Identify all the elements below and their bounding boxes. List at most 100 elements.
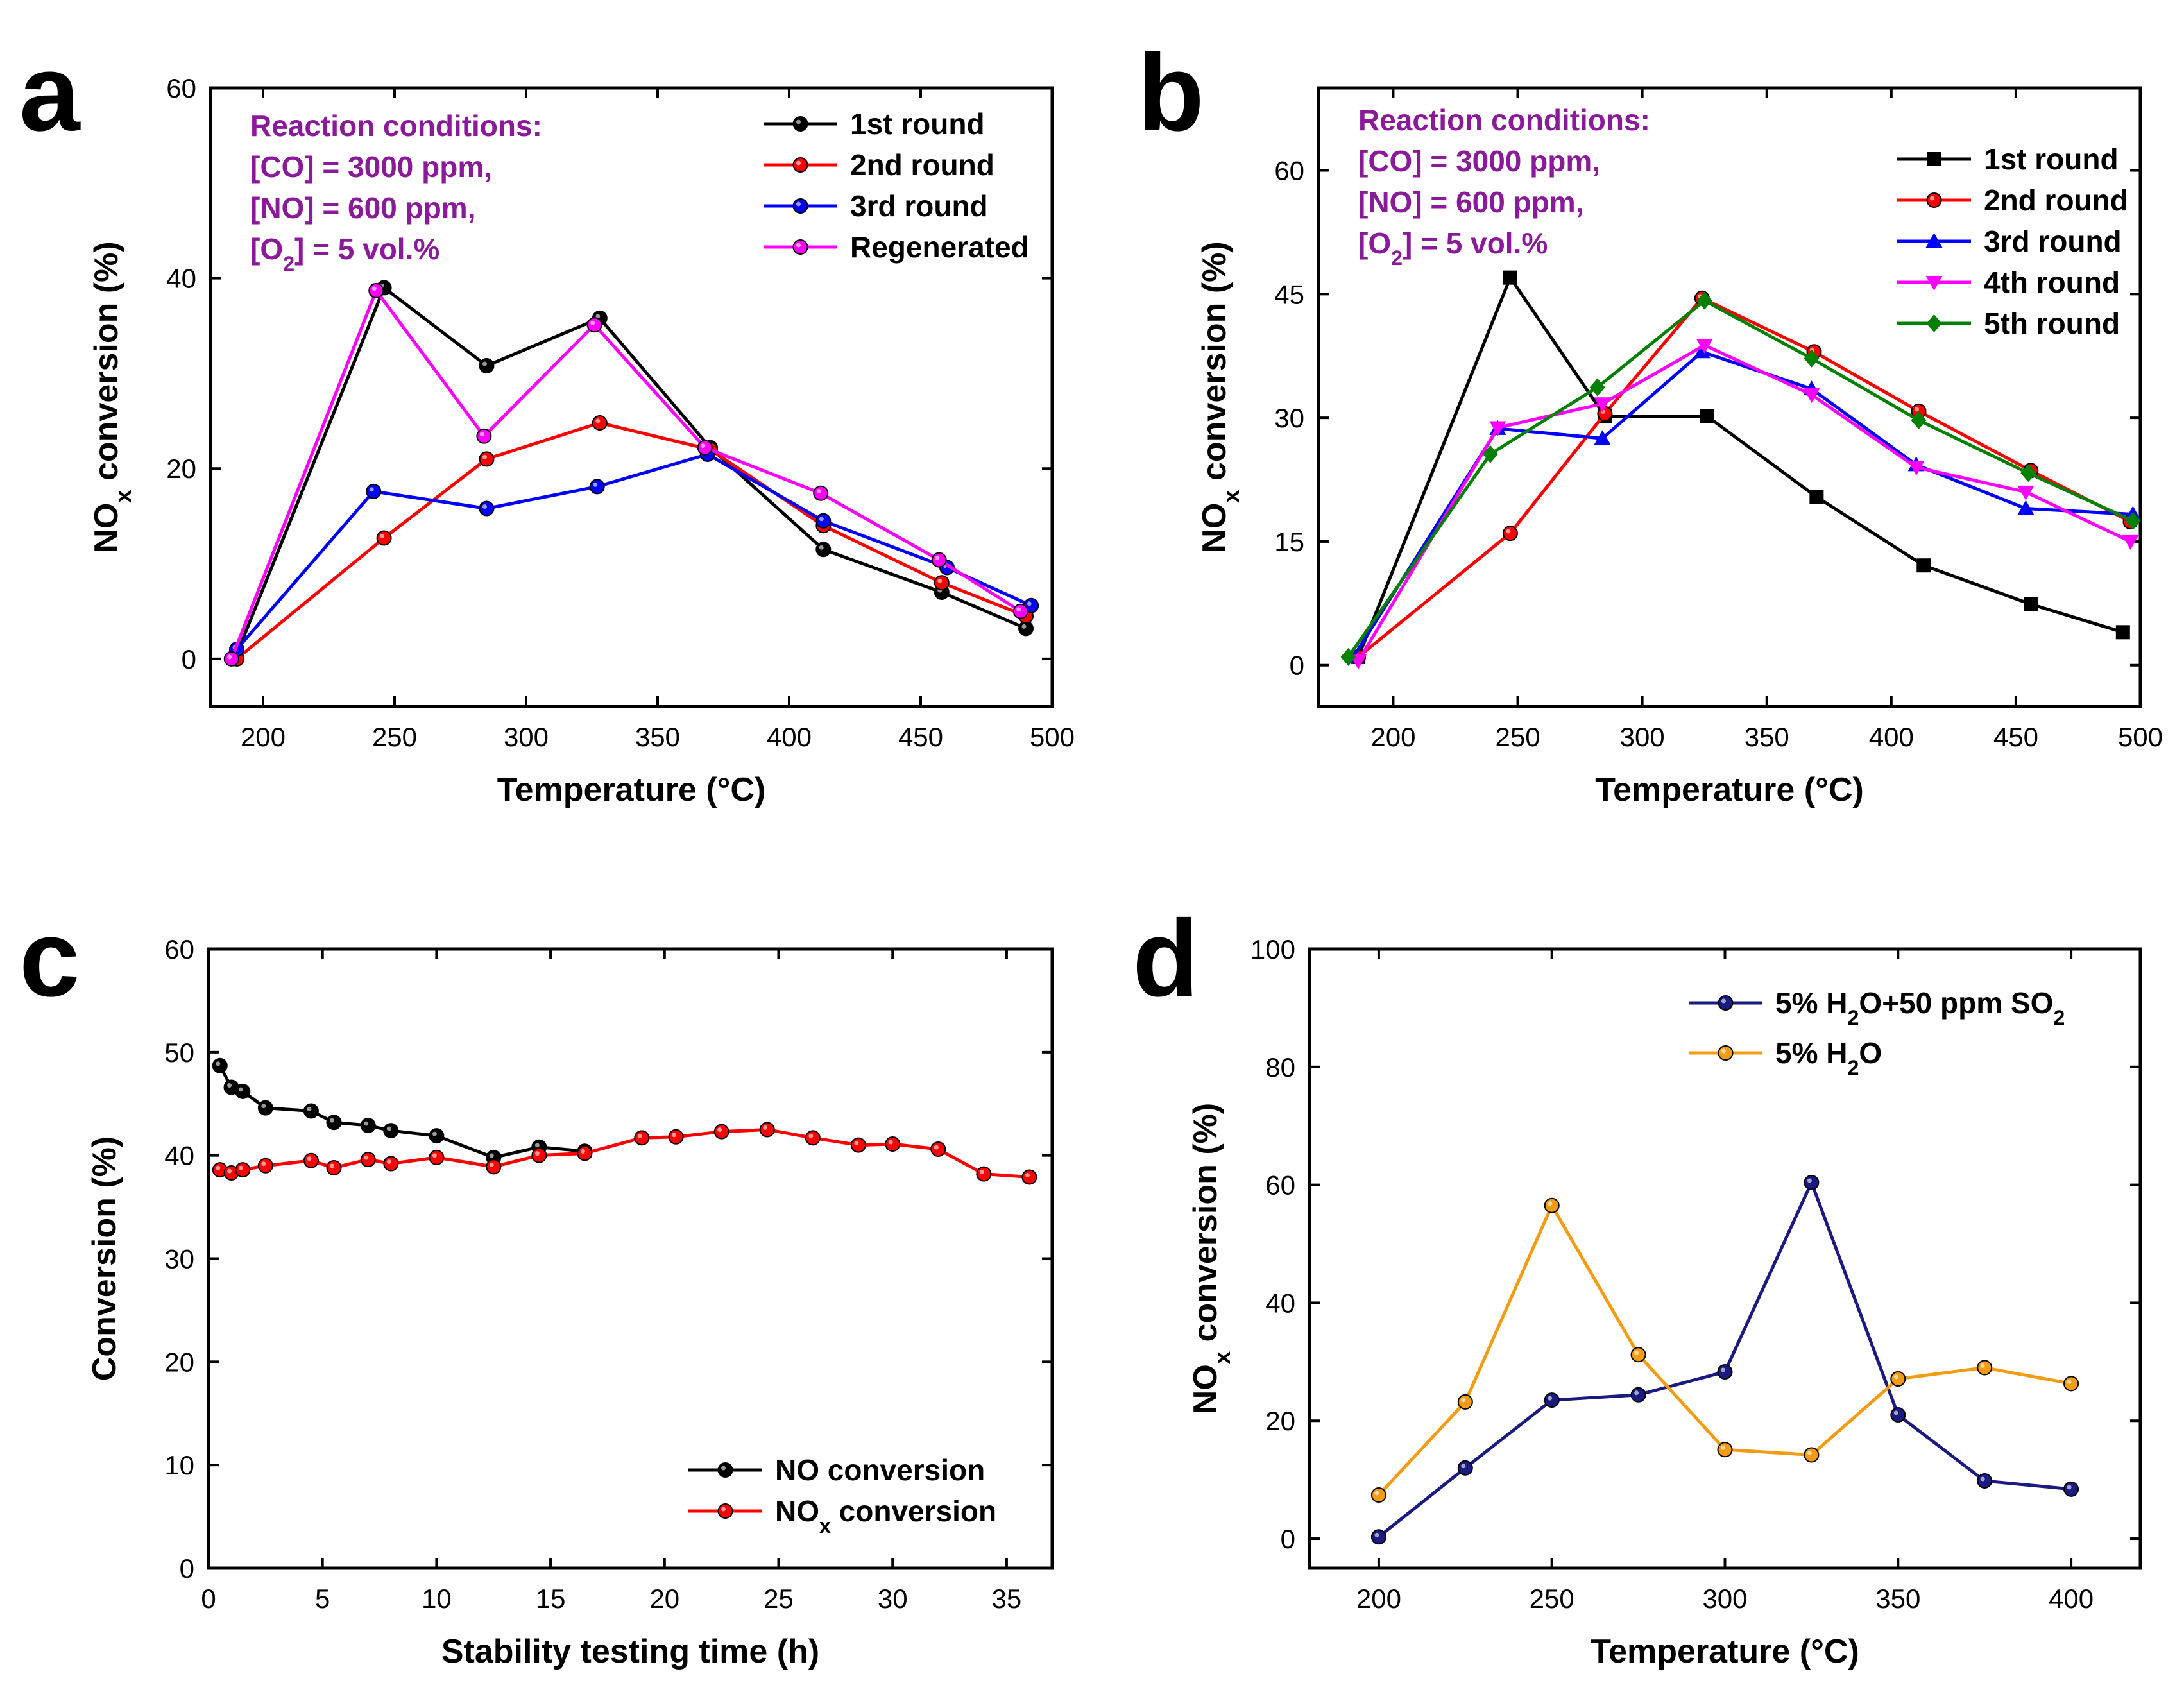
- data-point: [2063, 1481, 2079, 1497]
- data-point-highlight: [717, 1127, 722, 1133]
- data-point-highlight: [329, 1118, 334, 1123]
- data-point: [1977, 1473, 1993, 1489]
- legend-swatch-marker-highlight: [1930, 196, 1934, 201]
- data-point: [1696, 291, 1712, 310]
- legend-swatch-marker: [792, 198, 808, 214]
- x-tick-label: 30: [878, 1584, 908, 1614]
- data-point-highlight: [261, 1104, 266, 1109]
- data-point: [1457, 1394, 1473, 1410]
- series-line: [235, 421, 1027, 660]
- y-axis-title: NOx conversion (%): [88, 241, 136, 552]
- data-point-highlight: [216, 1165, 221, 1170]
- legend: 1st round 2nd round 3rd round Regenerated: [764, 107, 1029, 264]
- legend-label: 1st round: [1984, 142, 2119, 176]
- y-tick-label: 100: [1250, 934, 1295, 964]
- data-point: [1803, 388, 1820, 404]
- data-point: [1597, 406, 1613, 422]
- data-point-highlight: [672, 1133, 677, 1138]
- data-point-highlight: [1807, 1178, 1812, 1183]
- data-point: [1457, 1460, 1473, 1476]
- y-tick-label: 40: [166, 264, 196, 294]
- x-tick-label: 500: [2118, 722, 2163, 752]
- data-point-highlight: [216, 1061, 221, 1066]
- series-line: [235, 452, 1032, 651]
- y-tick-label: 40: [1265, 1288, 1295, 1318]
- data-point-highlight: [364, 1155, 369, 1160]
- data-point-highlight: [534, 1151, 540, 1156]
- x-tick-label: 450: [1993, 722, 2038, 752]
- data-point: [303, 1103, 319, 1119]
- y-tick-label: 60: [166, 73, 196, 103]
- series-line: [1356, 343, 2131, 662]
- data-point: [235, 1083, 251, 1099]
- data-point: [303, 1152, 319, 1168]
- series-1st-round: [229, 280, 1034, 662]
- data-point-highlight: [580, 1149, 585, 1154]
- y-axis-title: NOx conversion (%): [1196, 241, 1244, 552]
- data-point: [531, 1147, 547, 1163]
- data-point: [1700, 409, 1714, 423]
- data-point-highlight: [1025, 1172, 1030, 1177]
- x-tick-label: 250: [1530, 1584, 1574, 1614]
- y-tick-label: 20: [166, 454, 196, 484]
- series-3rd-round: [229, 446, 1039, 658]
- legend-label: 4th round: [1984, 266, 2120, 299]
- x-tick-label: 250: [372, 722, 417, 752]
- series-2nd-round: [229, 415, 1034, 667]
- data-point: [326, 1159, 342, 1175]
- data-point-highlight: [1016, 607, 1021, 612]
- data-point-highlight: [1634, 1390, 1639, 1396]
- data-point: [815, 542, 832, 558]
- data-point-highlight: [1374, 1491, 1379, 1496]
- x-axis-title: Temperature (°C): [1591, 1633, 1859, 1670]
- legend-swatch-marker: [792, 157, 808, 173]
- data-point-highlight: [479, 432, 484, 437]
- legend: 1st round 2nd round 3rd round 4th round 5th …: [1897, 142, 2128, 340]
- plot-frame: [207, 947, 1054, 1570]
- data-point-highlight: [888, 1140, 893, 1145]
- data-point: [2115, 625, 2130, 640]
- legend-swatch-marker: [717, 1462, 733, 1478]
- data-point-highlight: [386, 1126, 391, 1131]
- data-point: [1594, 397, 1611, 413]
- data-point-highlight: [329, 1163, 334, 1168]
- data-point-highlight: [482, 504, 487, 509]
- x-tick-label: 250: [1496, 722, 1540, 752]
- data-point: [360, 1152, 376, 1168]
- data-point: [815, 513, 832, 529]
- data-point-highlight: [380, 533, 385, 538]
- legend-swatch-marker: [717, 1503, 733, 1519]
- data-point-highlight: [590, 320, 595, 325]
- data-point-highlight: [489, 1153, 494, 1158]
- data-point: [976, 1166, 992, 1182]
- data-point-highlight: [238, 1087, 243, 1092]
- data-point: [759, 1122, 775, 1138]
- legend-label: 3rd round: [1984, 225, 2122, 258]
- data-point-highlight: [489, 1162, 494, 1167]
- y-tick-label: 30: [1274, 403, 1304, 433]
- data-point: [1804, 1174, 1820, 1190]
- x-axis-title: Temperature (°C): [1595, 771, 1864, 808]
- data-point-highlight: [593, 482, 598, 487]
- data-point-highlight: [534, 1143, 540, 1148]
- data-point-highlight: [2067, 1485, 2072, 1490]
- x-axis-title: Stability testing time (h): [441, 1633, 819, 1670]
- panel-letter-d: d: [1132, 898, 1199, 1020]
- y-tick-label: 30: [164, 1244, 194, 1274]
- data-point: [235, 1162, 251, 1178]
- series-no-conversion: [212, 1057, 593, 1165]
- legend-label: 5% H2O+50 ppm SO2: [1775, 986, 2065, 1029]
- x-tick-label: 200: [241, 722, 286, 752]
- series-regenerated: [223, 282, 1028, 667]
- data-point-highlight: [763, 1125, 768, 1130]
- data-point-highlight: [1374, 1532, 1379, 1537]
- data-point: [1021, 1169, 1037, 1185]
- x-tick-label: 300: [504, 722, 549, 752]
- data-point: [1544, 1392, 1560, 1408]
- data-point: [2020, 464, 2036, 483]
- legend-swatch-marker: [1926, 192, 1942, 208]
- data-point: [1916, 558, 1931, 573]
- data-point: [577, 1145, 593, 1161]
- series-nox-conversion: [212, 1122, 1037, 1185]
- legend-swatch-marker: [1927, 152, 1941, 166]
